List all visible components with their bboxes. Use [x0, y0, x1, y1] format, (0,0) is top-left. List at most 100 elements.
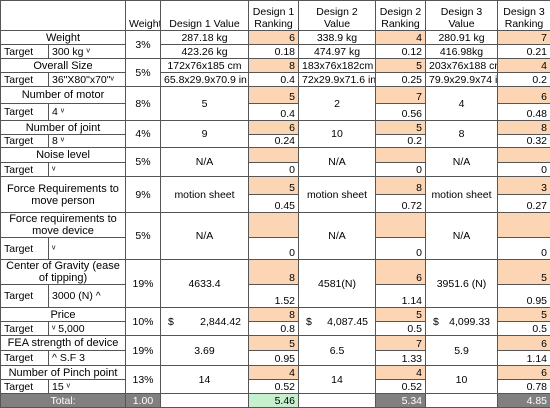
weighted-score: 0.4	[248, 72, 299, 87]
target-label: Target	[0, 134, 49, 148]
target-value: ᵛ	[48, 162, 126, 177]
criterion-name: Number of motor	[0, 86, 126, 104]
weighted-score: 0	[497, 162, 550, 177]
target-row: Target 36"X80"x70"ᵛ 65.8x29.9x70.9 in 0.4 72…	[0, 72, 550, 87]
ranking	[248, 147, 299, 163]
criterion-name: Force requirements to move device	[0, 212, 126, 238]
criterion-row: Noise level 5% N/A N/A N/A	[0, 147, 550, 177]
weight: 3%	[125, 30, 161, 59]
weighted-score: 0.25	[375, 72, 426, 87]
criterion-row: Force requirements to move device 5% N/A N/…	[0, 212, 550, 260]
weighted-score: 0.2	[375, 134, 426, 148]
ranking: 4	[375, 365, 426, 380]
ranking	[497, 147, 550, 163]
ranking	[497, 212, 550, 238]
weighted-score: 0.56	[375, 103, 426, 121]
weighted-score: 0.52	[375, 379, 426, 394]
ranking: 6	[497, 86, 550, 104]
weighted-score: 0.5	[375, 321, 426, 336]
design-value: 280.91 kg	[425, 30, 498, 45]
weighted-score: 0	[248, 237, 299, 260]
weighted-score: 0.78	[497, 379, 550, 394]
design-value: 3951.6 (N)	[425, 259, 498, 308]
ranking: 6	[248, 30, 299, 45]
weighted-score: 0.18	[248, 44, 299, 59]
criterion-row: Overall Size 5% 172x76x185 cm 8 183x76x182cm…	[0, 58, 550, 87]
weighted-score: 1.14	[375, 284, 426, 308]
criterion-row: Force Requirements to move person 9% motio…	[0, 176, 550, 213]
design-value: 4	[425, 86, 498, 121]
ranking: 4	[248, 365, 299, 380]
design-value: 4633.4	[160, 259, 249, 308]
target-value: 300 kg ᵛ	[48, 44, 126, 59]
design-value: 3.69	[160, 335, 249, 366]
weighted-score: 0	[248, 162, 299, 177]
amount: 2,844.42	[200, 315, 241, 328]
weight: 19%	[125, 335, 161, 366]
criterion-row: Number of motor 8% 5 5 2 7 4 6	[0, 86, 550, 121]
ranking: 4	[497, 58, 550, 73]
design-value: 8	[425, 120, 498, 148]
design-value: 5.9	[425, 335, 498, 366]
total-score: 5.46	[248, 393, 299, 408]
weighted-score: 0.12	[375, 44, 426, 59]
header-cell: Design 2 Ranking	[375, 0, 426, 31]
header-cell: Design 2 Value	[298, 0, 376, 31]
ranking: 5	[375, 307, 426, 322]
criterion-name: Overall Size	[0, 58, 126, 73]
currency: $	[433, 315, 439, 328]
design-value: 14	[160, 365, 249, 394]
design-value: 4581(N)	[298, 259, 376, 308]
weight: 5%	[125, 212, 161, 260]
criterion-name: Number of Pinch point	[0, 365, 126, 380]
ranking: 8	[248, 58, 299, 73]
design-value: 6.5	[298, 335, 376, 366]
design-value: motion sheet	[425, 176, 498, 213]
criterion-name: Price	[0, 307, 126, 322]
target-row: Target ᵛ 5,000 0.8 0.5 0.5	[0, 321, 550, 336]
weighted-score: 1.33	[375, 350, 426, 366]
target-value: 4 ᵛ	[48, 103, 126, 121]
target-row: Target 15 ᵛ 0.52 0.52 0.78	[0, 379, 550, 394]
ranking: 5	[248, 176, 299, 195]
design-value-alt: 474.97 kg	[298, 44, 376, 59]
ranking: 4	[375, 30, 426, 45]
ranking: 6	[375, 259, 426, 285]
design-value: $4,099.33	[425, 307, 498, 336]
design-value: 14	[298, 365, 376, 394]
ranking: 7	[375, 335, 426, 351]
design-value-alt: 79.9x29.9x74 in	[425, 72, 498, 87]
design-value: 338.9 kg	[298, 30, 376, 45]
header-cell: Weight	[125, 0, 161, 31]
weight: 13%	[125, 365, 161, 394]
target-label: Target	[0, 237, 49, 260]
target-label: Target	[0, 44, 49, 59]
weight: 9%	[125, 176, 161, 213]
criterion-row: Price 10% $2,844.42 8 $4,087.45 5 $4,099.33 5	[0, 307, 550, 336]
weighted-score: 0.8	[248, 321, 299, 336]
ranking: 5	[497, 307, 550, 322]
weighted-score: 0	[375, 162, 426, 177]
weighted-score: 0.72	[375, 194, 426, 213]
design-value-alt: 65.8x29.9x70.9 in	[160, 72, 249, 87]
ranking: 5	[497, 259, 550, 285]
ranking: 5	[375, 58, 426, 73]
design-value: N/A	[425, 147, 498, 177]
target-label: Target	[0, 350, 49, 366]
weighted-score: 0.48	[497, 103, 550, 121]
total-blank	[160, 393, 249, 408]
total-blank	[298, 393, 376, 408]
design-value: 203x76x188 cm	[425, 58, 498, 73]
design-value-alt: 72x29.9x71.6 in	[298, 72, 376, 87]
target-row: Target ᵛ 0 0 0	[0, 237, 550, 260]
target-label: Target	[0, 379, 49, 394]
ranking	[375, 212, 426, 238]
ranking	[248, 212, 299, 238]
total-weight: 1.00	[125, 393, 161, 408]
criterion-name: Center of Gravity (ease of tipping)	[0, 259, 126, 285]
criterion-name: Noise level	[0, 147, 126, 163]
weight: 4%	[125, 120, 161, 148]
